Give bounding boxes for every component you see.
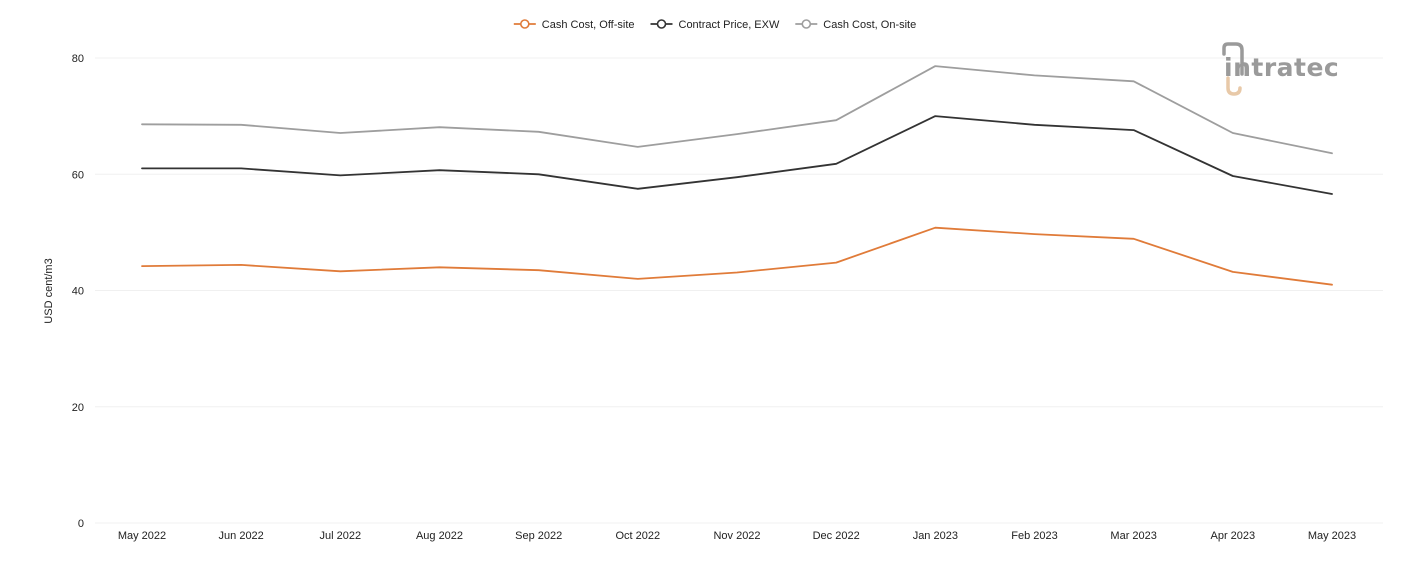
x-tick-label: Nov 2022: [713, 530, 760, 542]
series-line-0: [141, 226, 1333, 286]
x-axis: May 2022 Jun 2022 Jul 2022 Aug 2022 Sep 2022…: [118, 530, 1356, 542]
legend[interactable]: Cash Cost, Off-site Contract Price, EXW Ca…: [513, 19, 916, 31]
legend-marker-icon: [656, 19, 667, 29]
legend-marker-icon: [801, 19, 812, 29]
y-tick-label: 40: [72, 286, 84, 298]
legend-item-0[interactable]: Cash Cost, Off-site: [513, 19, 635, 31]
x-tick-label: Apr 2023: [1211, 530, 1256, 542]
intratec-logo: intratec: [1222, 42, 1339, 96]
series-layer: [141, 65, 1333, 286]
x-tick-label: Oct 2022: [616, 530, 661, 542]
legend-item-2[interactable]: Cash Cost, On-site: [795, 19, 916, 31]
y-tick-label: 60: [72, 169, 84, 181]
legend-item-1[interactable]: Contract Price, EXW: [650, 19, 780, 31]
x-tick-label: Dec 2022: [813, 530, 860, 542]
grid-layer: [95, 57, 1383, 524]
legend-marker-icon: [519, 19, 530, 29]
x-tick-label: Mar 2023: [1110, 530, 1156, 542]
series-line-2: [141, 65, 1333, 155]
x-tick-label: May 2023: [1308, 530, 1356, 542]
logo-arc-icon: [1222, 42, 1244, 76]
y-tick-label: 80: [72, 53, 84, 65]
series-line-1: [141, 115, 1333, 195]
y-axis: 0 20 40 60 80: [72, 53, 84, 530]
y-tick-label: 0: [78, 518, 84, 530]
x-tick-label: Jun 2022: [219, 530, 264, 542]
legend-label: Contract Price, EXW: [679, 19, 780, 31]
x-tick-label: Feb 2023: [1011, 530, 1057, 542]
x-tick-label: May 2022: [118, 530, 166, 542]
y-tick-label: 20: [72, 402, 84, 414]
logo-text: intratec: [1224, 53, 1339, 82]
legend-label: Cash Cost, Off-site: [542, 19, 635, 31]
x-tick-label: Jan 2023: [913, 530, 958, 542]
logo-hook-icon: [1226, 76, 1242, 96]
x-tick-label: Jul 2022: [320, 530, 362, 542]
legend-label: Cash Cost, On-site: [823, 19, 916, 31]
y-axis-title: USD cent/m3: [43, 258, 55, 323]
x-tick-label: Aug 2022: [416, 530, 463, 542]
x-tick-label: Sep 2022: [515, 530, 562, 542]
